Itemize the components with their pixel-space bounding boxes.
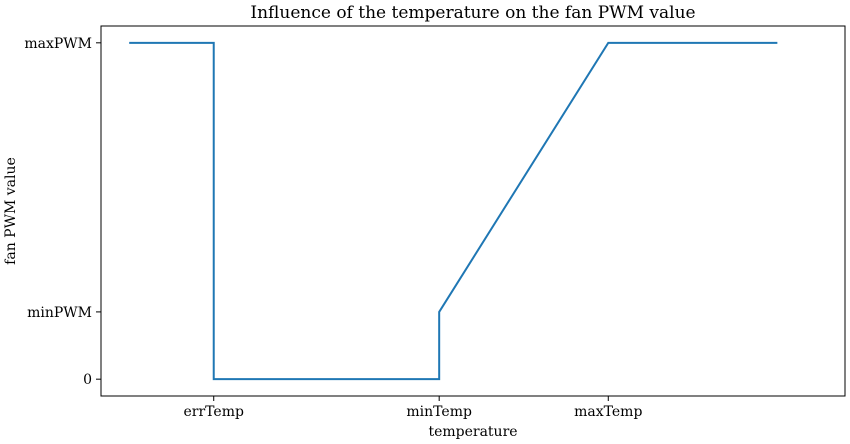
chart-title: Influence of the temperature on the fan … xyxy=(250,3,695,23)
x-axis-ticks: errTemp minTemp maxTemp xyxy=(184,396,642,420)
y-axis-ticks: 0 minPWM maxPWM xyxy=(24,36,101,388)
x-tick-label: minTemp xyxy=(406,404,472,420)
y-tick-label: maxPWM xyxy=(24,36,92,52)
x-tick-label: errTemp xyxy=(184,404,244,420)
y-tick-label: 0 xyxy=(83,372,92,388)
y-axis-label: fan PWM value xyxy=(3,157,19,265)
x-axis-label: temperature xyxy=(428,424,517,440)
plot-area-frame xyxy=(100,25,846,397)
series-line xyxy=(129,41,778,381)
series-layer xyxy=(129,41,778,381)
y-tick-label: minPWM xyxy=(27,305,92,321)
x-tick-label: maxTemp xyxy=(574,404,642,420)
